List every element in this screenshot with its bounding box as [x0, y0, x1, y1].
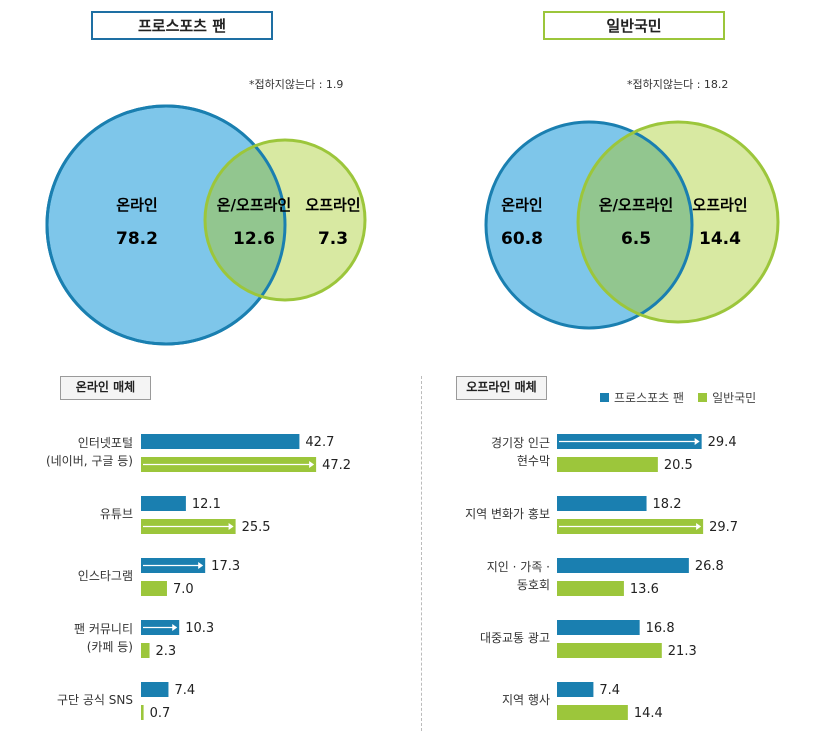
offline-section-title: 오프라인 매체	[456, 376, 547, 400]
bar-value-label: 7.4	[599, 683, 620, 698]
bar-fan	[557, 620, 640, 635]
venn-diagrams: 온라인 78.2 온/오프라인 12.6 오프라인 7.3 온라인 60.8 온…	[45, 104, 780, 346]
bar-fan	[557, 682, 594, 697]
both-label: 온/오프라인	[217, 196, 291, 214]
section-divider	[421, 376, 422, 731]
legend-swatch-fan	[600, 393, 609, 402]
bar-general	[557, 705, 628, 720]
bar-value-label: 18.2	[653, 497, 682, 512]
bar-value-label: 12.1	[192, 497, 221, 512]
legend-swatch-general	[698, 393, 708, 402]
legend-label-general: 일반국민	[712, 391, 757, 405]
bar-arrow-head	[309, 461, 315, 468]
bar-value-label: 17.3	[211, 559, 240, 574]
bar-value-label: 26.8	[695, 559, 724, 574]
bar-value-label: 47.2	[322, 458, 351, 473]
category-label: (카페 등)	[87, 640, 133, 654]
bar-value-label: 7.0	[173, 582, 194, 597]
bar-value-label: 29.4	[708, 435, 737, 450]
bar-value-label: 0.7	[150, 706, 171, 721]
bar-value-label: 16.8	[646, 621, 675, 636]
venn-note-general: *접하지않는다 : 18.2	[627, 78, 729, 91]
bar-value-label: 20.5	[664, 458, 693, 473]
legend: 프로스포츠 팬 일반국민	[600, 389, 770, 406]
category-label: 지역 변화가 홍보	[465, 507, 550, 521]
both-value: 6.5	[621, 229, 651, 249]
category-label: 현수막	[517, 454, 550, 468]
bar-fan	[557, 496, 647, 511]
bar-value-label: 29.7	[709, 520, 738, 535]
online-value: 78.2	[116, 229, 158, 249]
venn-title-general: 일반국민	[543, 11, 725, 40]
bar-value-label: 10.3	[185, 621, 214, 636]
bar-value-label: 25.5	[242, 520, 271, 535]
online-label: 온라인	[116, 196, 157, 214]
offline-circle-outline	[576, 120, 780, 324]
bar-arrow-head	[694, 438, 700, 445]
online-circle-outline	[45, 104, 287, 346]
category-label: 팬 커뮤니티	[74, 622, 133, 636]
category-label: 구단 공식 SNS	[57, 693, 133, 707]
bar-general	[557, 581, 624, 596]
bar-arrow-head	[228, 523, 234, 530]
category-label: 유튜브	[100, 507, 133, 521]
bar-value-label: 7.4	[174, 683, 195, 698]
category-label: 인스타그램	[78, 569, 133, 583]
category-label: 지역 행사	[502, 692, 550, 707]
offline-label: 오프라인	[692, 196, 747, 214]
bar-value-label: 14.4	[634, 706, 663, 721]
bar-value-label: 42.7	[305, 435, 334, 450]
venn-fan: 온라인 78.2 온/오프라인 12.6 오프라인 7.3	[45, 104, 367, 346]
bar-fan	[141, 434, 300, 449]
overlap-region	[578, 122, 692, 322]
both-value: 12.6	[233, 229, 275, 249]
bar-general	[557, 457, 658, 472]
offline-value: 7.3	[318, 229, 348, 249]
both-label: 온/오프라인	[599, 196, 673, 214]
category-label: 지인 · 가족 ·	[487, 560, 550, 574]
overlap-region	[205, 140, 285, 300]
bar-fan	[141, 496, 186, 511]
offline-circle-outline	[203, 138, 367, 302]
venn-general: 온라인 60.8 온/오프라인 6.5 오프라인 14.4	[484, 120, 780, 330]
online-circle-outline	[484, 120, 694, 330]
bar-general	[141, 581, 167, 596]
category-label: (네이버, 구글 등)	[46, 454, 133, 468]
online-label: 온라인	[501, 196, 542, 214]
venn-title-fan: 프로스포츠 팬	[91, 11, 273, 40]
bar-value-label: 13.6	[630, 582, 659, 597]
online-section-title: 온라인 매체	[60, 376, 151, 400]
category-label: 인터넷포털	[78, 436, 133, 450]
venn-note-fan: *접하지않는다 : 1.9	[249, 78, 344, 91]
bar-arrow-head	[198, 562, 204, 569]
legend-item-fan: 프로스포츠 팬	[600, 389, 684, 406]
bar-value-label: 2.3	[156, 644, 177, 659]
offline-label: 오프라인	[305, 196, 360, 214]
legend-label-fan: 프로스포츠 팬	[614, 391, 685, 405]
category-label: 동호회	[517, 578, 550, 592]
bar-arrow-head	[696, 523, 702, 530]
online-value: 60.8	[501, 229, 543, 249]
bar-fan	[557, 558, 689, 573]
bar-general	[141, 705, 144, 720]
bar-value-label: 21.3	[668, 644, 697, 659]
bar-general	[141, 643, 150, 658]
legend-item-general: 일반국민	[698, 389, 756, 406]
bar-fan	[141, 682, 169, 697]
bar-general	[557, 643, 662, 658]
category-label: 경기장 인근	[491, 436, 550, 450]
category-label: 대중교통 광고	[480, 631, 550, 645]
offline-value: 14.4	[699, 229, 741, 249]
bar-arrow-head	[172, 624, 178, 631]
